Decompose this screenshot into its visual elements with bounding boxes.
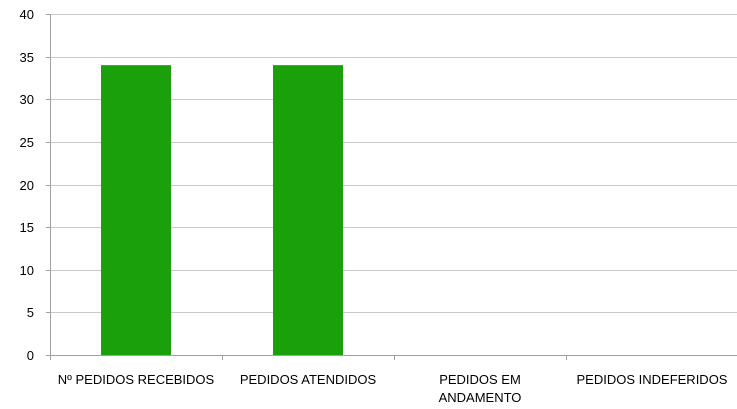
y-tick-label-35: 35: [20, 50, 34, 65]
bar-1: [101, 65, 171, 356]
x-tick-label-3: PEDIDOS EM ANDAMENTO: [439, 372, 522, 405]
y-tick-label-5: 5: [27, 305, 34, 320]
y-tick-label-0: 0: [27, 348, 34, 363]
y-tick-label-40: 40: [20, 7, 34, 22]
y-tick-label-15: 15: [20, 220, 34, 235]
bars: [101, 65, 343, 356]
x-tick-label-2: PEDIDOS ATENDIDOS: [240, 372, 377, 387]
x-tick-labels: Nº PEDIDOS RECEBIDOS PEDIDOS ATENDIDOS PED…: [58, 372, 728, 405]
y-tick-labels: 0 5 10 15 20 25 30 35 40: [20, 7, 34, 363]
x-tick-label-4: PEDIDOS INDEFERIDOS: [577, 372, 728, 387]
y-tick-label-10: 10: [20, 263, 34, 278]
y-tick-label-20: 20: [20, 178, 34, 193]
axes: [46, 14, 737, 360]
x-tick-label-1: Nº PEDIDOS RECEBIDOS: [58, 372, 215, 387]
y-tick-label-30: 30: [20, 92, 34, 107]
y-tick-label-25: 25: [20, 135, 34, 150]
bar-2: [273, 65, 343, 356]
